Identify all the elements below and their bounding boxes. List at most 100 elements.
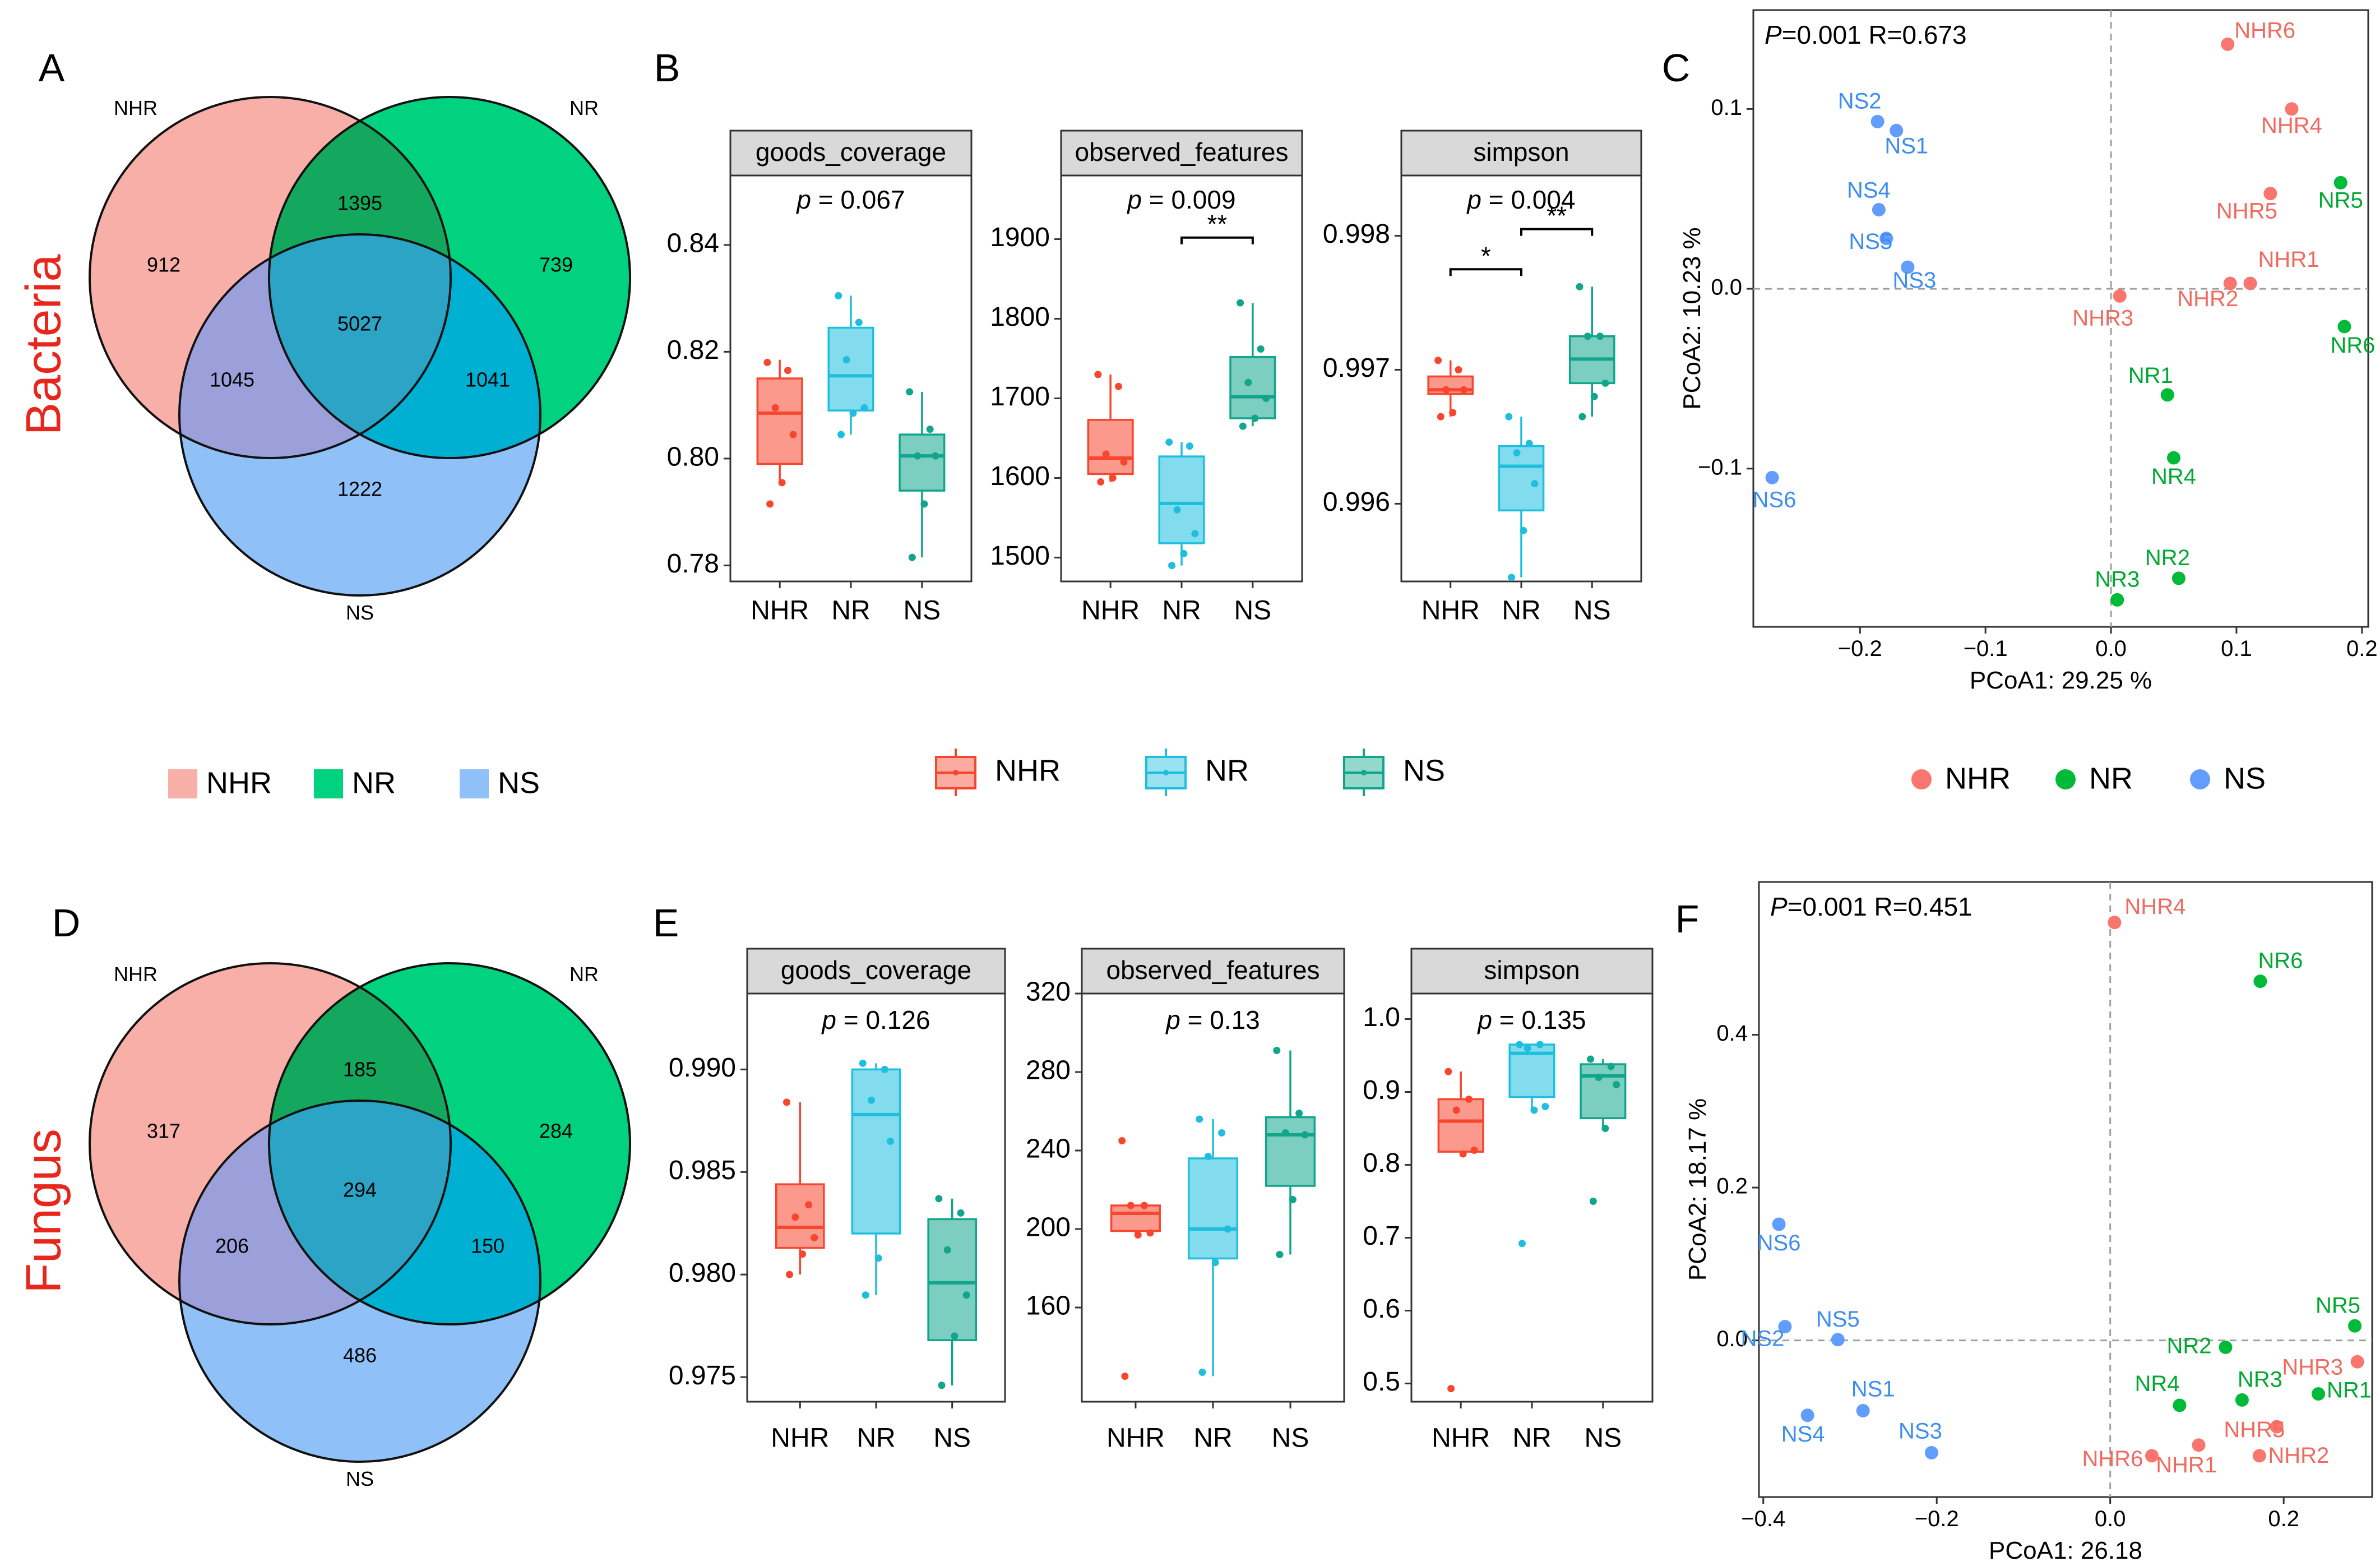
data-point <box>1460 386 1467 394</box>
point-NHR4 <box>2285 102 2299 116</box>
point-label: NR6 <box>2330 333 2375 358</box>
point-label: NHR5 <box>2224 1417 2285 1442</box>
point-NR1 <box>2312 1387 2326 1401</box>
data-point <box>926 426 934 433</box>
data-point <box>1459 1150 1467 1158</box>
venn-set-label-NR: NR <box>569 963 599 986</box>
venn-outline-NS <box>178 1100 541 1463</box>
x-tick-label: NS <box>1585 1424 1622 1453</box>
y-axis-label: PCoA2: 18.17 % <box>1684 1098 1711 1281</box>
point-label: NHR3 <box>2072 306 2133 330</box>
x-tick-label: NR <box>1162 596 1201 626</box>
data-point <box>1211 1259 1219 1266</box>
venn-diagram-D: NHR NR NS 317 284 486 185 206 150 294 Fungus <box>15 962 631 1490</box>
data-point <box>1102 450 1110 458</box>
point-NS6 <box>1772 1217 1786 1231</box>
x-tick-label: NR <box>1512 1424 1551 1453</box>
data-point <box>1237 299 1244 307</box>
venn-outline-NR <box>268 96 631 459</box>
stats-annotation: P=0.001 R=0.451 <box>1770 892 1972 921</box>
point-NR6 <box>2337 320 2351 334</box>
point-label: NR2 <box>2145 546 2190 570</box>
point-label: NS1 <box>1851 1377 1895 1402</box>
point-NR6 <box>2253 974 2267 988</box>
stat-p-symbol: P <box>1765 20 1782 49</box>
point-NHR5 <box>2263 187 2277 201</box>
point-NR3 <box>2110 593 2124 607</box>
point-NHR4 <box>2108 916 2122 930</box>
point-NS5 <box>1831 1333 1845 1347</box>
venn-region-NHR_NS: 1045 <box>210 368 254 391</box>
p-value: p = 0.067 <box>795 185 905 214</box>
point-label: NR6 <box>2258 949 2303 973</box>
point-label: NHR6 <box>2234 18 2295 43</box>
point-label: NS5 <box>1849 229 1892 254</box>
data-point <box>914 452 922 460</box>
data-point <box>859 1059 867 1067</box>
data-point <box>1541 1103 1549 1110</box>
data-point <box>1437 413 1444 421</box>
data-point <box>784 367 791 375</box>
legend-label: NS <box>498 766 540 800</box>
point-NHR1 <box>2192 1438 2206 1452</box>
data-point <box>1576 283 1583 290</box>
point-NHR2 <box>2223 276 2237 290</box>
x-tick-label: −0.2 <box>1838 636 1882 661</box>
data-point <box>1525 440 1533 447</box>
x-axis-label: PCoA1: 26.18 <box>1989 1537 2142 1564</box>
venn-outline-NHR <box>89 96 452 459</box>
venn-outline-NS <box>178 233 541 597</box>
point-label: NR4 <box>2134 1371 2179 1396</box>
panel-letter-F: F <box>1675 897 1700 941</box>
data-point <box>887 1137 895 1145</box>
plot-frame <box>1752 9 2369 628</box>
x-tick-label: NHR <box>1081 596 1140 626</box>
data-point <box>1295 1110 1303 1117</box>
legend-label: NR <box>1205 754 1249 787</box>
panel-letter-E: E <box>653 901 679 945</box>
box-NR <box>1187 1157 1239 1260</box>
legend-swatch-NS <box>460 769 489 798</box>
data-point <box>1455 366 1462 373</box>
row-label-fungus: Fungus <box>15 1129 71 1294</box>
venn-set-label-NR: NR <box>569 96 599 119</box>
data-point <box>1281 1129 1289 1137</box>
y-tick-label: 0.2 <box>1716 1174 1748 1199</box>
p-value-number: = 0.067 <box>811 185 905 214</box>
data-point <box>835 292 842 299</box>
facet-title: goods_coverage <box>756 137 946 167</box>
point-label: NS5 <box>1816 1307 1860 1332</box>
significance-bracket <box>1180 236 1254 244</box>
point-NHR6 <box>2221 37 2235 51</box>
facet-E-observed_features: observed_features 160 200 240 280 320 p = 0.13… <box>1026 948 1345 1453</box>
data-point <box>1121 1373 1129 1380</box>
x-tick-label: −0.1 <box>1964 636 2008 661</box>
facet-E-goods_coverage: goods_coverage 0.975 0.980 0.985 0.990 p = 0.… <box>669 948 1006 1453</box>
point-label: NR3 <box>2095 567 2140 592</box>
point-label: NS2 <box>1741 1327 1785 1351</box>
data-point <box>1244 378 1252 386</box>
point-label: NS6 <box>1757 1231 1801 1255</box>
data-point <box>1449 409 1457 417</box>
legend-swatch-NHR <box>168 769 197 798</box>
data-point <box>805 1201 813 1209</box>
point-NS4 <box>1800 1408 1814 1422</box>
venn-set-label-NS: NS <box>346 1467 374 1490</box>
panel-letter-C: C <box>1662 46 1691 90</box>
facet-title: goods_coverage <box>781 955 971 985</box>
point-label: NR1 <box>2327 1378 2372 1403</box>
data-point <box>1595 1074 1603 1081</box>
venn-region-NS_only: 1222 <box>337 478 382 501</box>
data-point <box>1536 1041 1544 1048</box>
box-NR <box>1158 455 1205 544</box>
facet-strip <box>1060 130 1303 177</box>
y-tick-label: 0.5 <box>1363 1367 1400 1397</box>
point-NR2 <box>2219 1340 2233 1354</box>
legend-label: NS <box>1403 754 1445 787</box>
venn-outline-NHR <box>89 962 452 1325</box>
data-point <box>1583 332 1591 340</box>
y-tick-label: 0.78 <box>667 549 719 579</box>
data-point <box>763 358 771 366</box>
y-tick-label: 0.6 <box>1363 1294 1400 1324</box>
